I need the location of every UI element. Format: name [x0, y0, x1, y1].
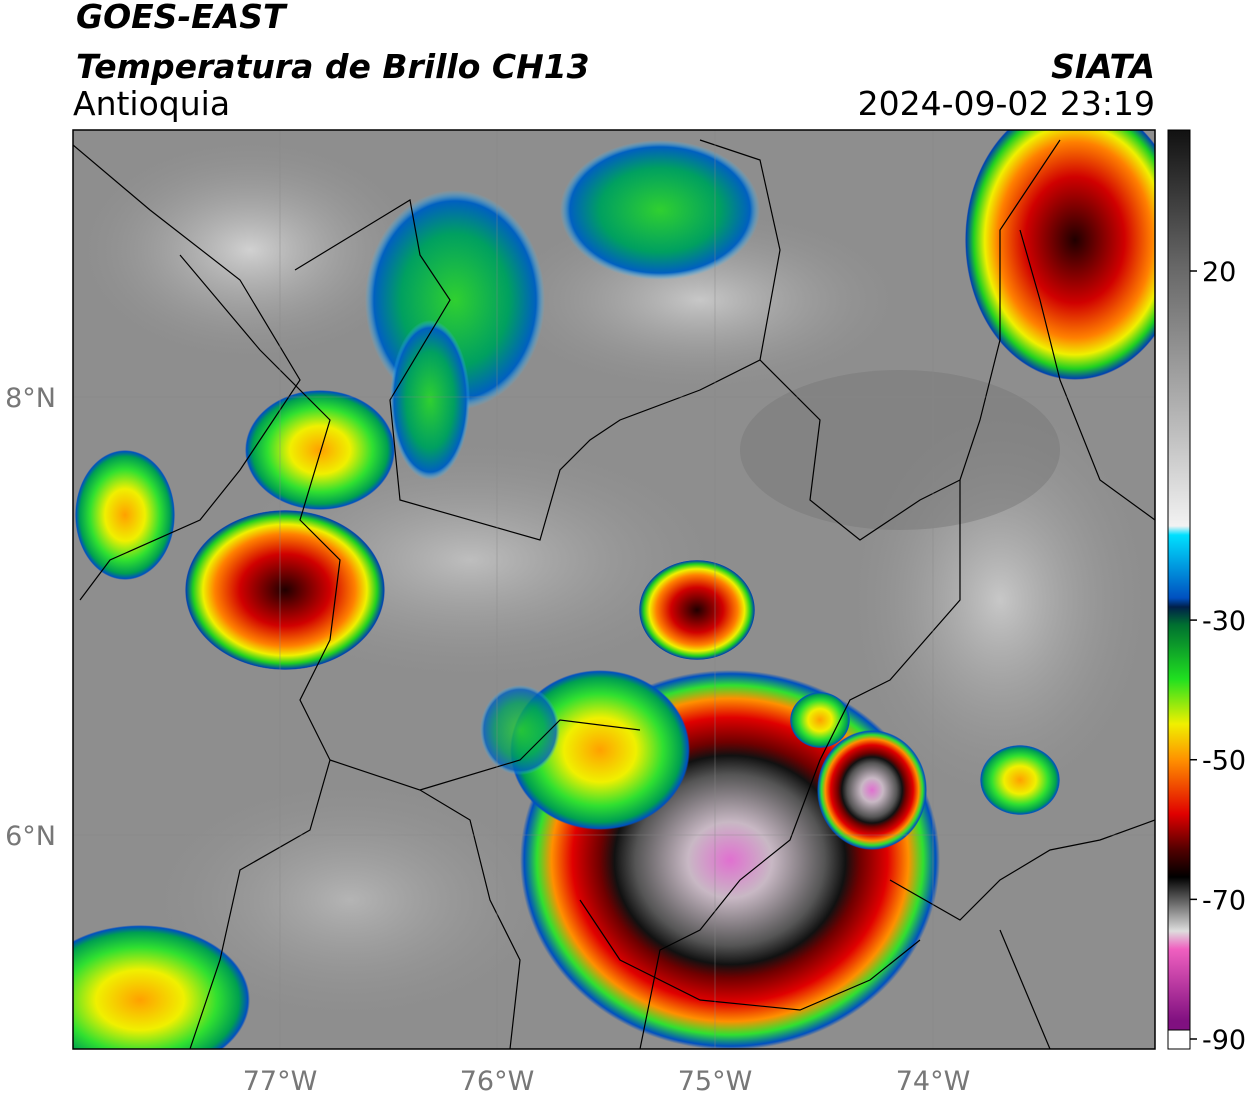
axis-labels: 8°N 6°N 77°W 76°W 75°W 74°W 20 -30 -50 -70 -90 [5, 257, 1246, 1097]
lon-label: 76°W [460, 1066, 535, 1097]
colorbar-extension [1167, 1029, 1191, 1050]
satellite-image [73, 130, 1155, 1049]
colorbar-tick-label: 20 [1202, 257, 1236, 288]
lon-label: 75°W [678, 1066, 753, 1097]
lon-label: 77°W [243, 1066, 318, 1097]
product-title: Temperatura de Brillo CH13 [76, 47, 590, 86]
region-label: Antioquia [73, 84, 230, 123]
colorbar-tick-label: -70 [1202, 885, 1246, 916]
datetime-label: 2024-09-02 23:19 [858, 84, 1155, 123]
colorbar [1167, 129, 1191, 1031]
satellite-title: GOES-EAST [76, 0, 288, 36]
map-frame [72, 129, 1156, 1050]
colorbar-tick-label: -50 [1202, 746, 1246, 777]
colorbar-tick-label: -90 [1202, 1025, 1246, 1056]
colorbar-tick-label: -30 [1202, 606, 1246, 637]
lat-label: 6°N [5, 821, 56, 852]
lon-label: 74°W [896, 1066, 971, 1097]
source-label: SIATA [1051, 47, 1155, 86]
lat-label: 8°N [5, 383, 56, 414]
